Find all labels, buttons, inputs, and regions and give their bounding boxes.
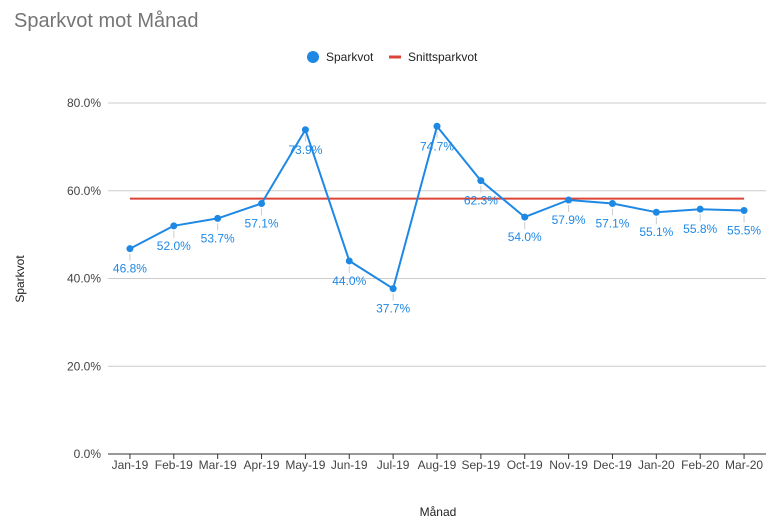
data-label: 46.8% (113, 262, 147, 276)
data-point (389, 285, 397, 293)
data-point (477, 177, 485, 185)
y-tick-label: 40.0% (67, 272, 101, 286)
data-point (521, 213, 529, 221)
x-tick-label: Jul-19 (377, 458, 410, 472)
x-tick-label: Jan-19 (112, 458, 149, 472)
data-label: 55.5% (727, 223, 761, 237)
x-tick-label: May-19 (285, 458, 325, 472)
data-labels: 46.8% 52.0% 53.7% 57.1% 73.9% 44.0% 37.7% 74.7%… (113, 131, 761, 316)
data-point (696, 205, 704, 213)
data-label: 44.0% (332, 274, 366, 288)
data-label: 55.1% (639, 225, 673, 239)
data-label: 55.8% (683, 222, 717, 236)
x-tick-label: Nov-19 (549, 458, 588, 472)
data-label: 73.9% (288, 143, 322, 157)
x-tick-label: Apr-19 (244, 458, 280, 472)
chart-title: Sparkvot mot Månad (14, 10, 199, 32)
x-tick-label: Mar-19 (199, 458, 237, 472)
x-tick-label: Aug-19 (418, 458, 457, 472)
data-label: 57.1% (595, 216, 629, 230)
x-tick-label: Mar-20 (725, 458, 763, 472)
x-tick-label: Feb-19 (155, 458, 193, 472)
y-axis-ticks: 0.0% 20.0% 40.0% 60.0% 80.0% (67, 96, 101, 461)
x-tick-label: Feb-20 (681, 458, 719, 472)
data-point (433, 122, 441, 130)
data-label: 54.0% (508, 230, 542, 244)
data-point (565, 196, 573, 204)
y-tick-label: 80.0% (67, 96, 101, 110)
y-tick-label: 20.0% (67, 359, 101, 373)
legend-marker-sparkvot (307, 51, 319, 63)
data-point (214, 214, 222, 222)
data-point (608, 199, 616, 207)
y-tick-label: 0.0% (74, 447, 102, 461)
data-point (652, 208, 660, 216)
data-label: 37.7% (376, 302, 410, 316)
x-tick-label: Oct-19 (507, 458, 543, 472)
x-tick-label: Sep-19 (462, 458, 501, 472)
data-point (126, 245, 134, 253)
x-axis-title: Månad (420, 505, 457, 519)
y-axis-title: Sparkvot (13, 255, 27, 303)
data-label: 52.0% (157, 239, 191, 253)
data-label: 62.3% (464, 194, 498, 208)
gridlines (108, 102, 766, 455)
x-tick-label: Jun-19 (331, 458, 368, 472)
data-label: 57.1% (245, 216, 279, 230)
legend-label-sparkvot: Sparkvot (326, 50, 374, 64)
y-tick-label: 60.0% (67, 184, 101, 198)
x-axis-ticks: Jan-19 Feb-19 Mar-19 Apr-19 May-19 Jun-19 Jul-… (112, 454, 763, 472)
legend-label-snittsparkvot: Snittsparkvot (408, 50, 478, 64)
sparkvot-points (126, 122, 748, 293)
data-point (301, 126, 309, 134)
data-label: 74.7% (420, 139, 454, 153)
data-label: 53.7% (201, 231, 235, 245)
x-tick-label: Dec-19 (593, 458, 632, 472)
data-point (345, 257, 353, 265)
legend: Sparkvot Snittsparkvot (307, 50, 478, 64)
data-point (258, 199, 266, 207)
data-point (170, 222, 178, 230)
x-tick-label: Jan-20 (638, 458, 675, 472)
data-label: 57.9% (552, 213, 586, 227)
data-point (740, 206, 748, 214)
legend-marker-snittsparkvot (389, 55, 401, 59)
